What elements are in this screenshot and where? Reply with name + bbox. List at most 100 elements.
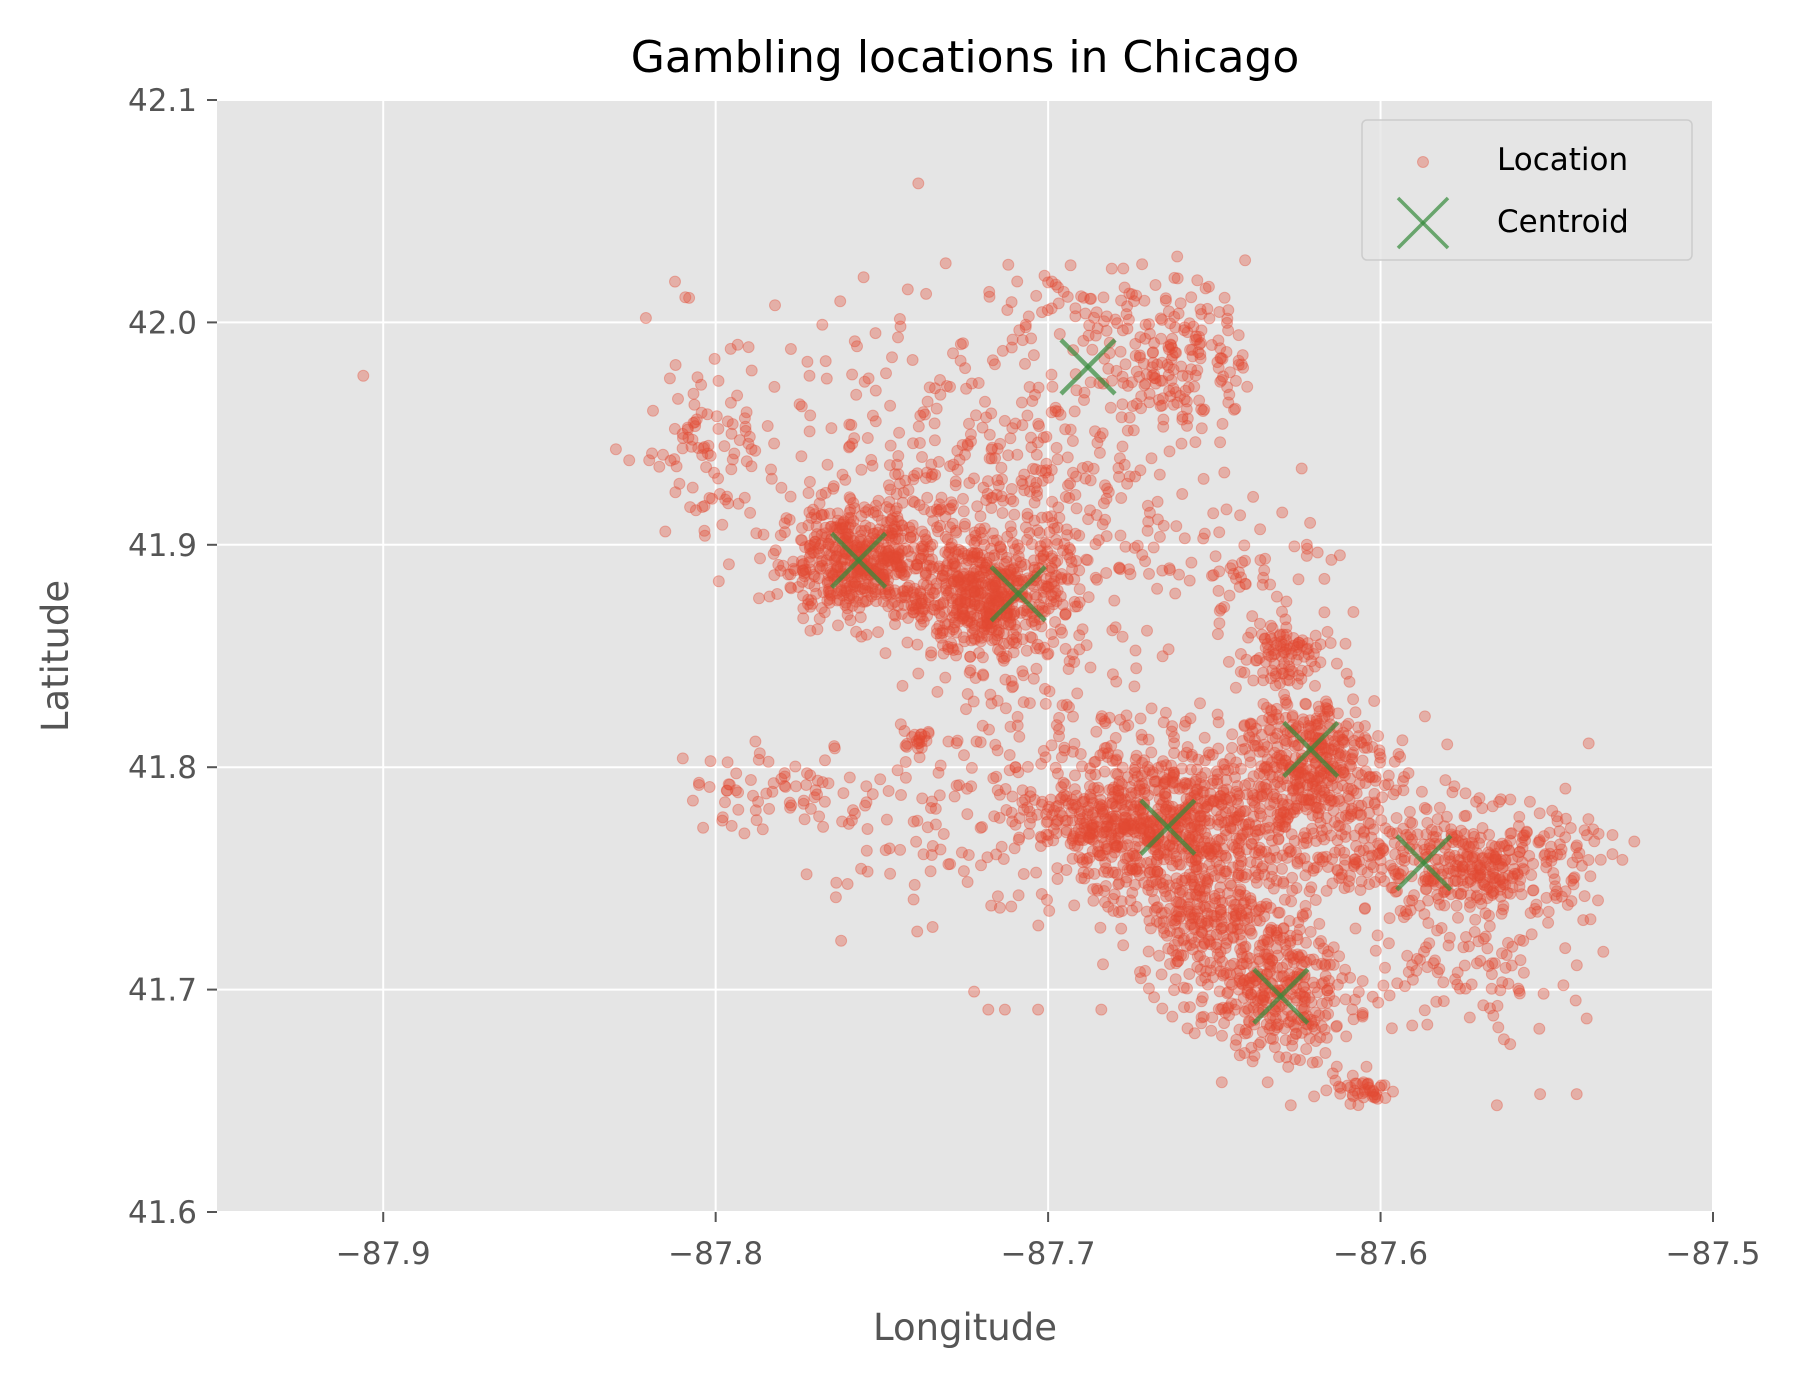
location-point [1454,982,1466,995]
location-point [1044,793,1057,806]
y-axis-label: Latitude [34,580,77,732]
location-point [831,561,844,574]
location-point [916,525,929,538]
location-point [1285,895,1298,908]
location-point [1148,372,1161,384]
location-point [1097,958,1109,971]
location-point [820,562,833,575]
location-point [894,559,907,572]
location-point [816,318,829,331]
location-point [839,576,851,589]
location-point [1559,831,1572,844]
location-point [804,600,817,613]
location-point [1229,374,1242,387]
location-point [1295,462,1308,475]
location-point [1111,868,1124,881]
location-point [1364,858,1377,871]
location-point [1069,488,1082,501]
location-point [804,539,817,552]
location-point [915,552,928,565]
location-point [1052,405,1065,418]
location-point [853,535,866,548]
location-point [1284,664,1297,676]
location-point [1151,513,1164,526]
location-point [1392,748,1405,760]
location-point [664,454,677,467]
location-point [810,512,823,525]
location-point [1113,561,1126,574]
location-point [1213,617,1226,630]
location-point [1005,483,1018,495]
location-point [1472,935,1485,948]
location-point [1463,1011,1476,1024]
location-point [1175,437,1188,450]
location-point [876,568,889,580]
location-point [1087,883,1100,896]
location-point [672,392,684,405]
location-point [1247,674,1260,687]
location-point [995,461,1008,474]
location-point [944,521,957,534]
location-point [1086,343,1099,356]
location-point [1222,655,1235,668]
location-point [878,568,891,581]
location-point [1047,636,1060,648]
location-point [803,369,816,382]
location-point [807,546,820,559]
location-point [1313,917,1326,930]
location-point [1116,398,1129,411]
location-point [1606,829,1619,841]
location-point [639,312,652,324]
location-point [867,554,880,567]
location-point [1021,533,1034,546]
location-point [896,560,909,573]
location-point [1505,827,1518,840]
location-point [744,774,757,786]
location-point [866,532,878,545]
location-point [880,542,893,554]
location-point [1089,329,1102,342]
location-point [1068,899,1081,912]
location-point [844,493,857,505]
location-point [843,531,856,544]
location-point [1004,520,1017,533]
location-point [850,568,863,580]
location-point [1420,941,1432,954]
location-point [907,586,919,599]
location-point [942,548,955,561]
location-point [948,557,961,570]
location-point [930,577,943,590]
location-point [1117,939,1130,952]
location-point [1431,924,1444,937]
location-point [1058,741,1071,754]
location-point [1330,1060,1343,1073]
location-point [1090,725,1103,738]
location-point [835,585,848,598]
location-point [803,506,816,519]
location-point [1136,756,1149,769]
location-point [1484,1002,1496,1015]
location-point [1028,514,1041,527]
location-point [926,538,939,551]
location-point [926,921,939,933]
location-point [1102,362,1115,375]
location-point [1198,900,1211,913]
location-point [1116,822,1129,835]
location-point [1035,888,1048,900]
location-point [825,589,838,602]
location-point [1319,958,1332,971]
location-point [811,528,823,541]
location-point [830,550,843,563]
location-point [861,432,874,444]
location-point [1538,830,1550,843]
location-point [889,505,902,518]
location-point [934,759,947,772]
location-point [939,257,952,270]
location-point [983,723,995,736]
location-point [915,542,928,555]
location-point [821,458,834,471]
location-point [1520,825,1533,838]
location-point [859,799,872,812]
location-point [906,519,919,532]
location-point [1418,1004,1431,1017]
